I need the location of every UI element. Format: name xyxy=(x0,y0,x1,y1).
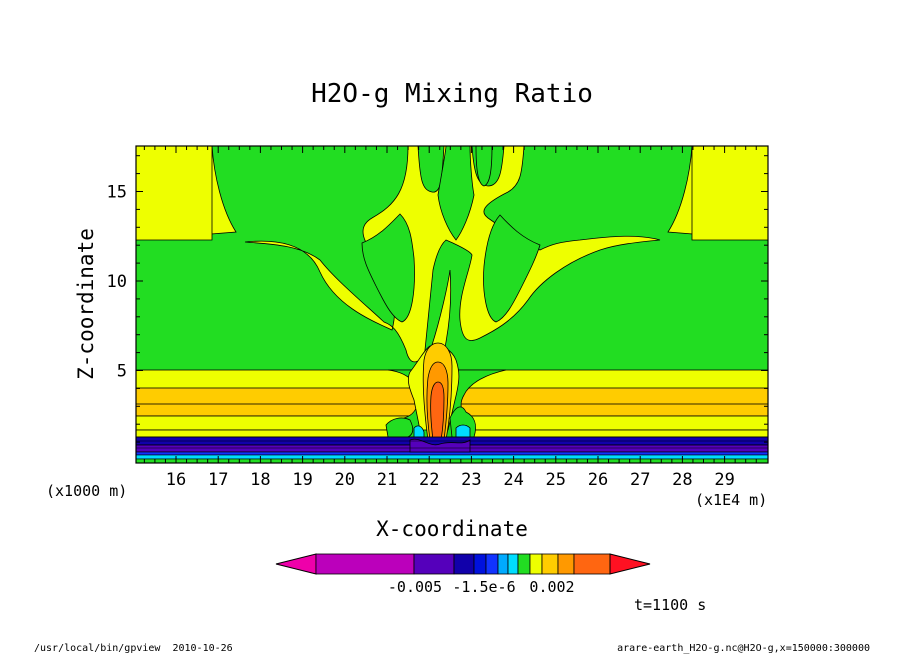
colorbar-segment xyxy=(541,553,559,575)
colorbar-segment xyxy=(517,553,531,575)
x-tick-label: 21 xyxy=(377,470,397,490)
time-label: t=1100 s xyxy=(634,596,706,614)
colorbar-segment xyxy=(473,553,487,575)
surface-wiggle xyxy=(409,438,471,453)
colorbar-segment xyxy=(315,553,415,575)
colorbar-segment xyxy=(453,553,475,575)
y-tick-label: 15 xyxy=(107,183,127,203)
colorbar-right-arrow xyxy=(609,553,651,575)
speck-green-left xyxy=(385,417,414,438)
y-tick-label: 5 xyxy=(117,362,127,382)
x-tick-label: 17 xyxy=(208,470,228,490)
colorbar-segment xyxy=(507,553,519,575)
y-tick-labels: 5 10 15 xyxy=(107,183,127,382)
contour-right-block xyxy=(691,146,768,241)
footer-left: /usr/local/bin/gpview 2010-10-26 xyxy=(34,643,233,654)
plot-frame xyxy=(135,145,769,464)
contour-green-lobe-right xyxy=(483,214,541,323)
x-scale-note: (x1E4 m) xyxy=(695,491,767,509)
x-tick-label: 24 xyxy=(503,470,523,490)
x-tick-label: 22 xyxy=(419,470,439,490)
colorbar-segment xyxy=(497,553,509,575)
band-cyan xyxy=(136,454,768,460)
x-tick-label: 16 xyxy=(166,470,186,490)
colorbar-left-arrow xyxy=(275,553,317,575)
x-tick-label: 20 xyxy=(335,470,355,490)
x-tick-label: 28 xyxy=(672,470,692,490)
x-tick-labels: 16 17 18 19 20 21 22 23 24 25 26 27 28 29 xyxy=(166,470,735,490)
band-green-base xyxy=(136,458,768,463)
colorbar-segment xyxy=(529,553,543,575)
contour-green-lobe-left xyxy=(361,213,415,323)
colorbar-label-2: -1.5e-6 xyxy=(452,578,515,596)
contour-left-block xyxy=(136,146,213,241)
x-axis-title: X-coordinate xyxy=(376,517,528,541)
colorbar-segment xyxy=(485,553,499,575)
x-tick-label: 25 xyxy=(546,470,566,490)
y-tick-label: 10 xyxy=(107,272,127,292)
colorbar-label-1: -0.005 xyxy=(388,578,442,596)
plot-area xyxy=(136,146,768,463)
footer-right: arare-earth_H2O-g.nc@H2O-g,x=150000:3000… xyxy=(617,643,870,654)
speck-cyan xyxy=(455,424,471,438)
chart-title: H2O-g Mixing Ratio xyxy=(311,79,593,109)
x-tick-label: 29 xyxy=(714,470,734,490)
colorbar-segment xyxy=(573,553,611,575)
x-tick-label: 23 xyxy=(461,470,481,490)
x-tick-label: 19 xyxy=(292,470,312,490)
tick-marks xyxy=(136,146,768,463)
x-tick-label: 27 xyxy=(630,470,650,490)
colorbar-segment xyxy=(557,553,575,575)
speck-cyan-left xyxy=(413,425,425,438)
contour-green-column-center xyxy=(437,146,475,241)
plume-redorange xyxy=(430,381,445,441)
y-scale-note: (x1000 m) xyxy=(46,482,127,500)
x-tick-label: 26 xyxy=(588,470,608,490)
y-axis-title: Z-coordinate xyxy=(74,228,98,380)
colorbar-label-3: 0.002 xyxy=(529,578,574,596)
colorbar xyxy=(275,553,651,575)
contour-green-top-notch xyxy=(475,146,493,187)
band-magenta-thin xyxy=(136,451,768,456)
x-tick-label: 18 xyxy=(250,470,270,490)
colorbar-segment xyxy=(413,553,455,575)
